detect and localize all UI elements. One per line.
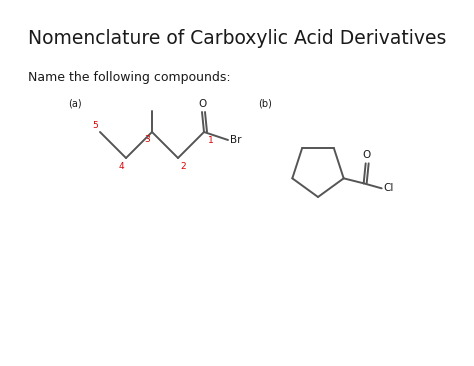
Text: Cl: Cl <box>383 183 394 193</box>
Text: 4: 4 <box>118 162 124 171</box>
Text: O: O <box>363 150 371 160</box>
Text: (b): (b) <box>258 98 272 108</box>
Text: 1: 1 <box>208 136 214 145</box>
Text: 2: 2 <box>180 162 186 171</box>
Text: Nomenclature of Carboxylic Acid Derivatives: Nomenclature of Carboxylic Acid Derivati… <box>28 29 446 48</box>
Text: Br: Br <box>230 135 241 145</box>
Text: Name the following compounds:: Name the following compounds: <box>28 71 231 85</box>
Text: O: O <box>199 99 207 109</box>
Text: 3: 3 <box>144 135 150 144</box>
Text: 5: 5 <box>92 121 98 130</box>
Text: (a): (a) <box>68 98 82 108</box>
